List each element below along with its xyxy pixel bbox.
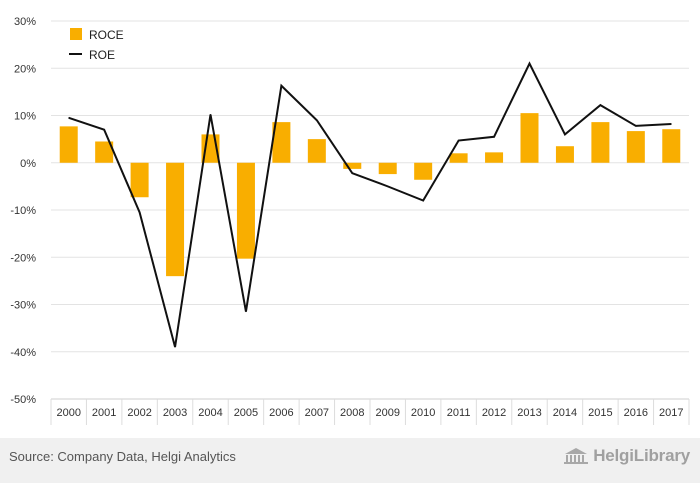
roe-point-2004 xyxy=(210,114,211,116)
roe-point-2000 xyxy=(68,117,70,119)
roce-bar-2015 xyxy=(591,122,610,163)
y-tick-label: 20% xyxy=(14,63,36,75)
roe-point-2012 xyxy=(493,136,495,138)
legend: ROCE ROE xyxy=(69,28,124,62)
legend-roe-label: ROE xyxy=(89,48,115,62)
roce-bar-2008 xyxy=(343,162,362,169)
brand-name: HelgiLibrary xyxy=(593,446,690,465)
roe-line xyxy=(68,61,672,348)
roce-bar-2005 xyxy=(236,162,255,259)
roce-bar-2010 xyxy=(414,162,433,180)
roce-bar-2013 xyxy=(520,113,539,163)
x-tick-label: 2006 xyxy=(269,407,293,419)
roe-point-2014 xyxy=(564,133,566,135)
x-tick-label: 2003 xyxy=(163,407,187,419)
roce-bar-2000 xyxy=(59,126,78,163)
roce-bar-2014 xyxy=(555,146,574,163)
roce-bars xyxy=(59,113,681,277)
roce-bar-2012 xyxy=(485,152,504,163)
y-tick-label: -50% xyxy=(10,394,36,406)
roe-point-2007 xyxy=(316,119,318,121)
roe-series-line xyxy=(68,61,672,348)
roe-point-2011 xyxy=(458,140,460,142)
roe-point-2001 xyxy=(103,129,105,131)
y-tick-label: 10% xyxy=(14,111,36,123)
roe-point-2017 xyxy=(670,123,672,125)
roce-bar-2011 xyxy=(449,153,468,163)
roe-point-2002 xyxy=(139,211,141,213)
y-axis-ticks: 30% 20% 10% 0% -10% -20% -30% -40% -50% xyxy=(10,16,36,406)
roe-point-2005 xyxy=(245,311,247,313)
x-axis: 2000 2001 2002 2003 2004 2005 2006 2007 2008 2009… xyxy=(50,398,690,425)
y-tick-label: -10% xyxy=(10,205,36,217)
source-note: Source: Company Data, Helgi Analytics xyxy=(9,449,236,464)
brand-logo: HelgiLibrary xyxy=(563,446,690,466)
x-tick-label: 2014 xyxy=(553,407,577,419)
x-tick-label: 2011 xyxy=(447,407,471,419)
x-tick-label: 2012 xyxy=(482,407,506,419)
x-tick-label: 2005 xyxy=(234,407,258,419)
footer: Source: Company Data, Helgi Analytics He… xyxy=(0,438,700,483)
x-tick-label: 2009 xyxy=(375,407,399,419)
x-tick-label: 2010 xyxy=(411,407,435,419)
grid-lines xyxy=(51,20,689,400)
x-tick-label: 2008 xyxy=(340,407,364,419)
x-tick-label: 2007 xyxy=(305,407,329,419)
roe-point-2008 xyxy=(351,172,353,174)
roce-bar-2016 xyxy=(626,131,645,163)
x-tick-label: 2017 xyxy=(659,407,683,419)
roe-point-2016 xyxy=(635,125,637,127)
legend-roce-label: ROCE xyxy=(89,28,124,42)
roce-bar-2006 xyxy=(272,122,291,163)
roe-point-2006 xyxy=(280,85,282,87)
roe-point-2015 xyxy=(599,104,601,106)
x-tick-label: 2002 xyxy=(127,407,151,419)
roe-point-2009 xyxy=(387,185,389,187)
x-tick-label: 2004 xyxy=(198,407,222,419)
roce-bar-2002 xyxy=(130,162,149,198)
y-tick-label: -30% xyxy=(10,300,36,312)
roe-point-2010 xyxy=(422,200,424,202)
roce-bar-2001 xyxy=(95,141,114,163)
y-tick-label: 0% xyxy=(20,158,36,170)
roce-bar-2007 xyxy=(307,139,326,163)
roce-bar-2017 xyxy=(662,129,681,163)
y-tick-label: 30% xyxy=(14,16,36,28)
y-tick-label: -20% xyxy=(10,252,36,264)
library-building-icon xyxy=(564,448,589,464)
roe-point-2003 xyxy=(174,346,176,348)
y-tick-label: -40% xyxy=(10,347,36,359)
chart: 30% 20% 10% 0% -10% -20% -30% -40% -50% 2000 2001… xyxy=(10,16,690,425)
x-tick-label: 2000 xyxy=(56,407,80,419)
roe-point-2013 xyxy=(529,63,530,65)
roce-bar-2009 xyxy=(378,162,397,175)
legend-roce-swatch xyxy=(70,28,82,40)
x-tick-label: 2001 xyxy=(92,407,116,419)
x-tick-label: 2016 xyxy=(624,407,648,419)
x-tick-label: 2013 xyxy=(517,407,541,419)
roce-bar-2003 xyxy=(166,162,185,277)
x-tick-label: 2015 xyxy=(588,407,612,419)
